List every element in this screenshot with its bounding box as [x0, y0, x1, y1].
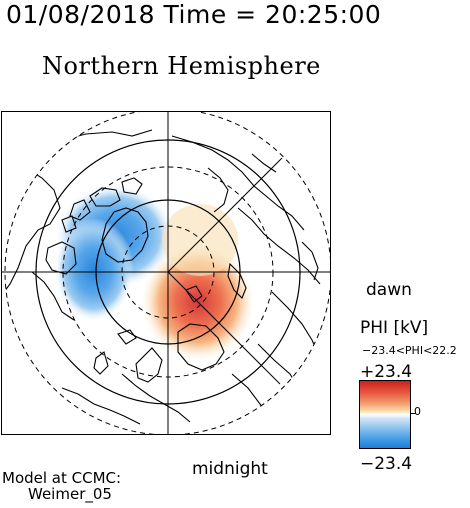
polar-map-svg [2, 112, 330, 434]
model-label: Model at CCMC: [2, 469, 122, 487]
hemisphere-title: Northern Hemisphere [42, 52, 321, 80]
colorbar-min-label: −23.4 [360, 454, 413, 474]
midnight-label: midnight [192, 459, 268, 479]
coastlines [5, 129, 321, 427]
polar-map [1, 111, 331, 435]
model-name: Weimer_05 [28, 485, 112, 503]
colorbar-range: −23.4<PHI<22.2 [362, 344, 457, 357]
colorbar-max-label: +23.4 [360, 362, 413, 382]
colorbar-zero-tick [411, 413, 416, 414]
colorbar [359, 380, 411, 449]
colorbar-title: PHI [kV] [360, 318, 429, 338]
timestamp: 01/08/2018 Time = 20:25:00 [6, 0, 382, 29]
dawn-label: dawn [366, 280, 412, 300]
colorbar-zero-label: 0 [414, 405, 421, 418]
